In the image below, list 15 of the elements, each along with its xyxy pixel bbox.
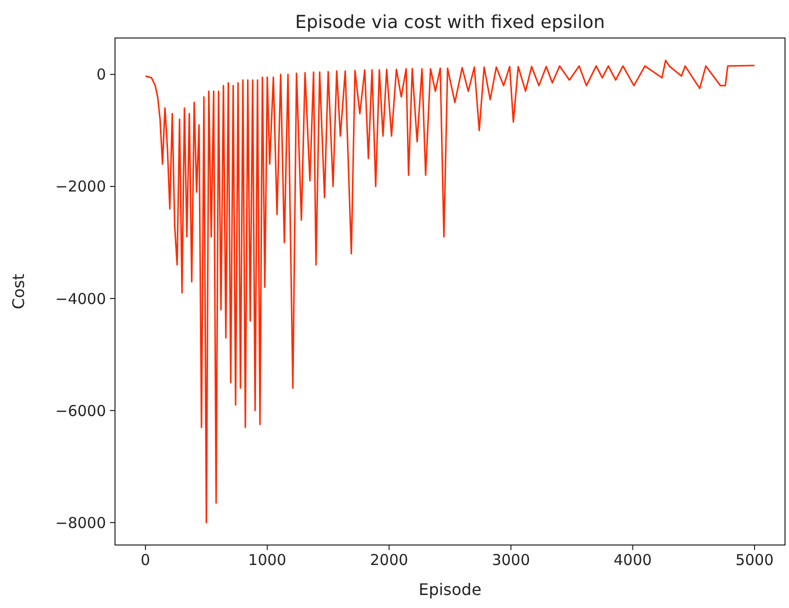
x-tick-label: 1000 bbox=[248, 551, 286, 569]
y-axis-title: Cost bbox=[9, 274, 28, 310]
x-tick-label: 4000 bbox=[614, 551, 652, 569]
line-series bbox=[144, 60, 756, 524]
y-tick-label: −4000 bbox=[55, 290, 106, 308]
x-tick-label: 5000 bbox=[735, 551, 774, 569]
x-tick-label: 0 bbox=[140, 551, 150, 569]
y-tick-label: −2000 bbox=[55, 178, 106, 196]
y-tick-label: −6000 bbox=[55, 402, 106, 420]
x-tick-label: 3000 bbox=[492, 551, 530, 569]
x-axis-title: Episode bbox=[418, 580, 482, 599]
y-tick-label: 0 bbox=[96, 66, 106, 84]
y-tick-label: −8000 bbox=[55, 514, 106, 532]
x-tick-label: 2000 bbox=[370, 551, 408, 569]
chart-title: Episode via cost with fixed epsilon bbox=[295, 12, 605, 33]
